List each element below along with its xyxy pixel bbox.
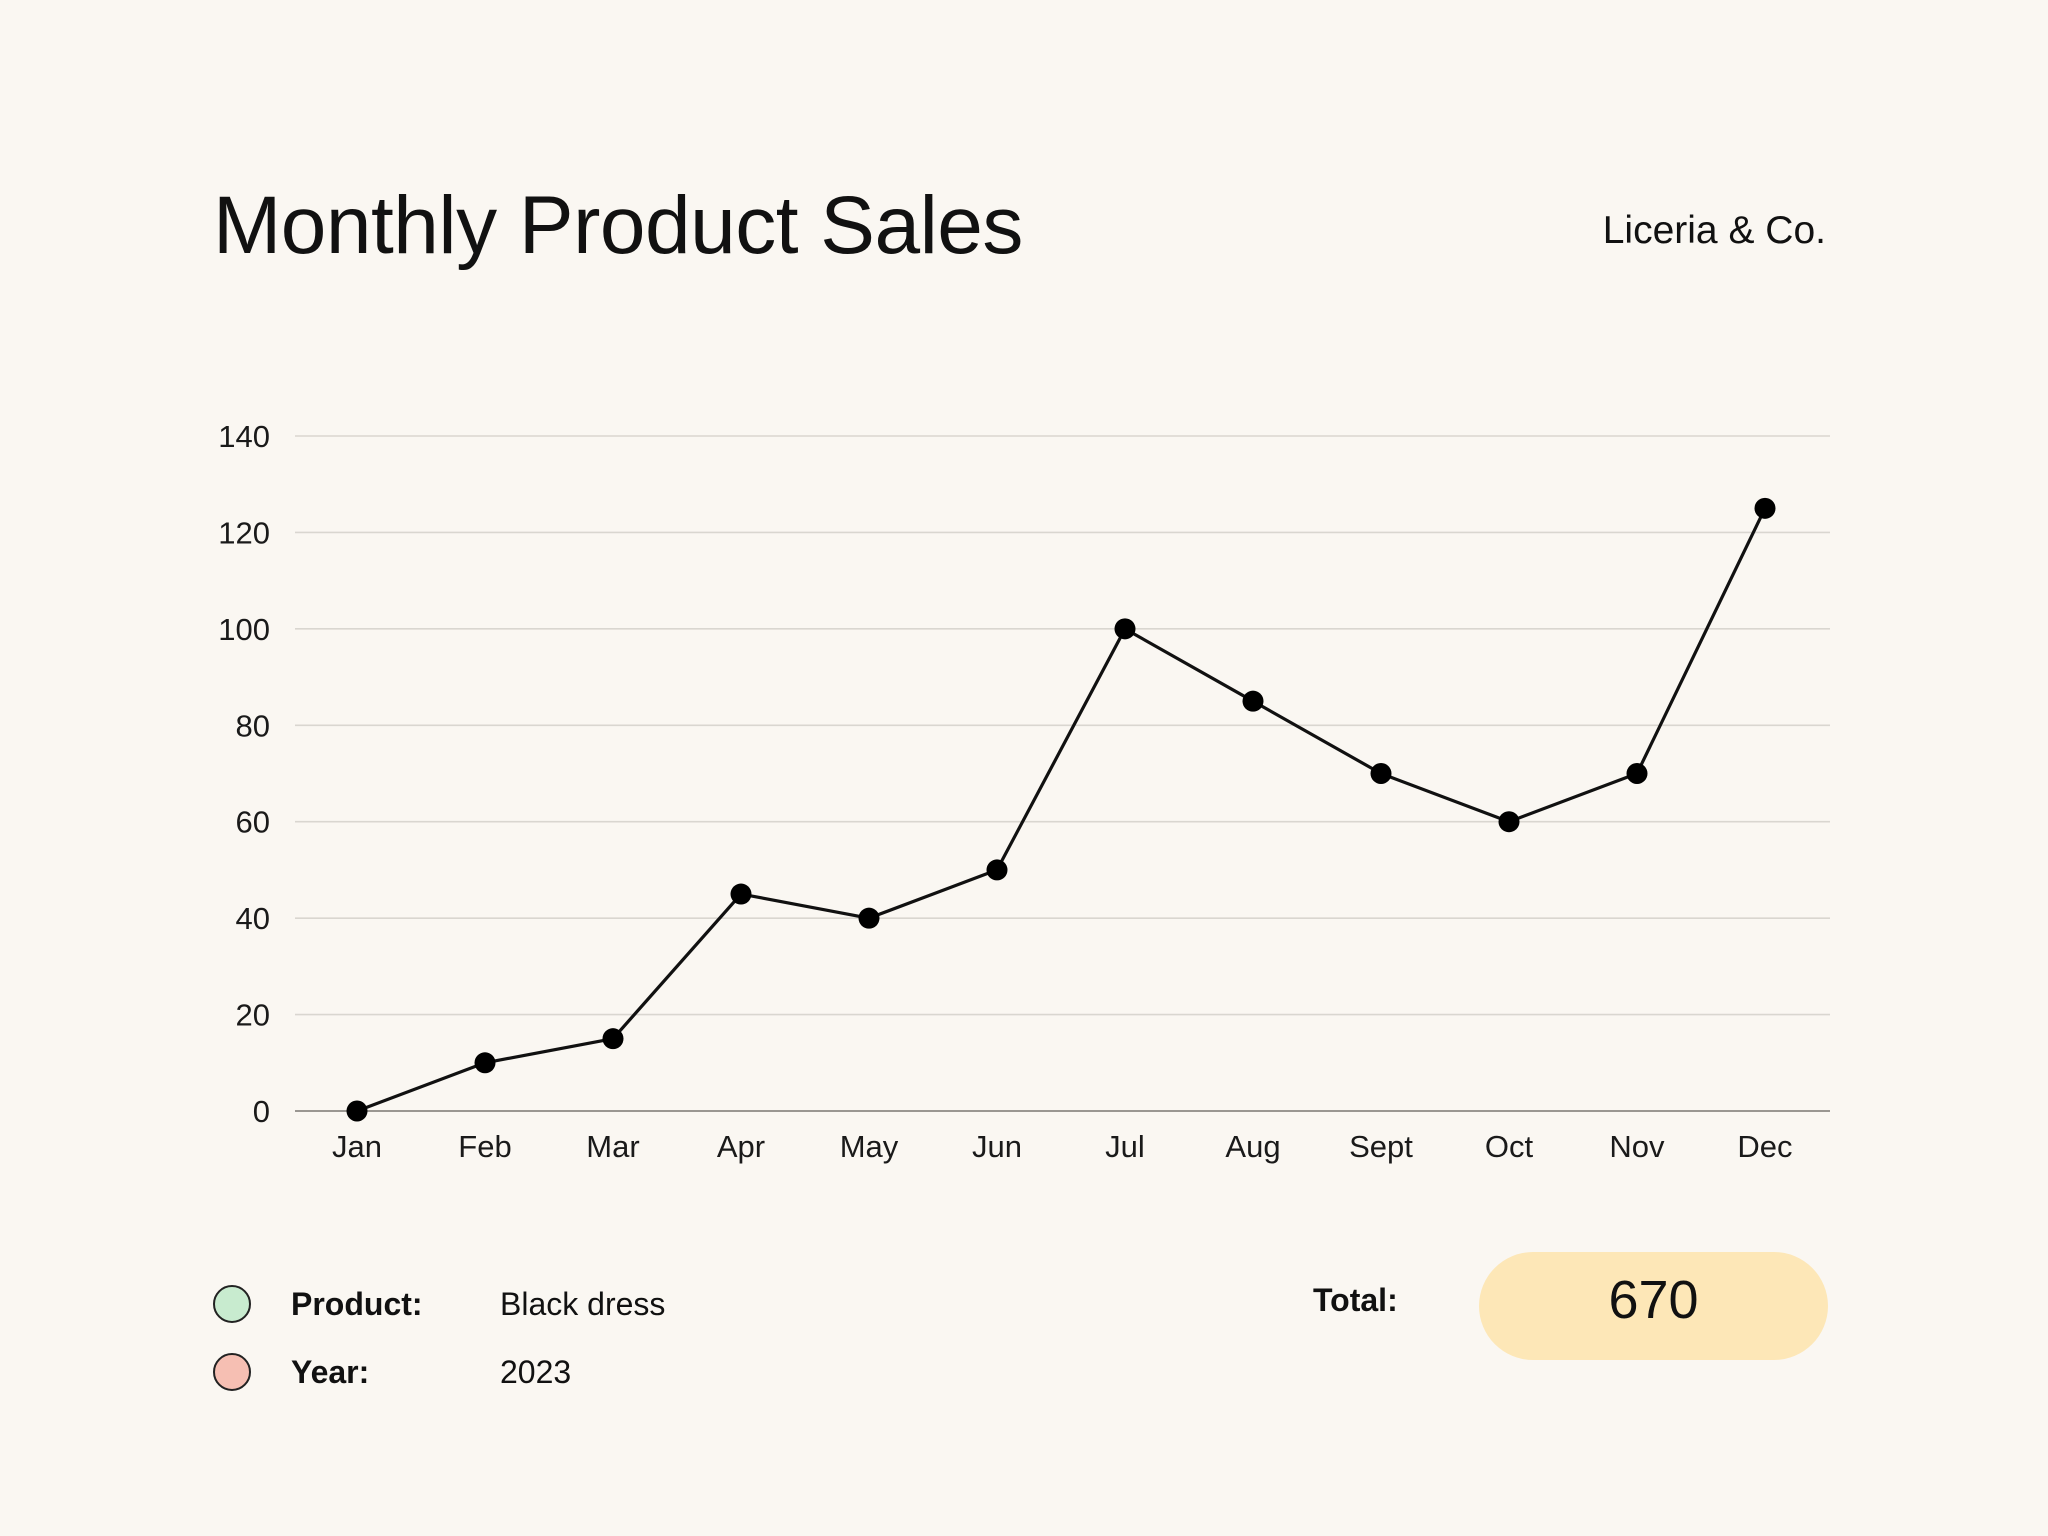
total-label: Total: bbox=[1313, 1282, 1398, 1318]
x-tick-label: Jun bbox=[972, 1129, 1022, 1164]
data-point-apr bbox=[730, 883, 752, 905]
legend-item-year: Year: 2023 bbox=[213, 1350, 571, 1394]
x-tick-label: May bbox=[840, 1129, 899, 1164]
data-point-jan bbox=[346, 1100, 368, 1122]
y-tick-label: 60 bbox=[236, 805, 270, 840]
data-point-mar bbox=[602, 1028, 624, 1050]
year-label: Year: bbox=[291, 1353, 370, 1390]
data-point-nov bbox=[1626, 763, 1648, 784]
x-tick-label: Aug bbox=[1225, 1129, 1280, 1164]
x-tick-label: Feb bbox=[458, 1129, 511, 1164]
product-label: Product: bbox=[291, 1285, 423, 1322]
total-badge: 670 bbox=[1479, 1252, 1828, 1360]
y-tick-label: 100 bbox=[218, 612, 270, 647]
y-tick-label: 80 bbox=[236, 708, 270, 743]
x-tick-label: Dec bbox=[1737, 1129, 1792, 1164]
legend-item-product: Product: Black dress bbox=[213, 1282, 665, 1326]
y-tick-label: 40 bbox=[236, 901, 270, 936]
data-point-dec bbox=[1754, 497, 1776, 519]
grid-lines bbox=[295, 435, 1830, 1112]
sales-line bbox=[355, 506, 1767, 1113]
y-tick-label: 140 bbox=[218, 419, 270, 454]
x-tick-label: Mar bbox=[586, 1129, 639, 1164]
data-point-jun bbox=[986, 859, 1008, 881]
y-tick-label: 0 bbox=[253, 1094, 270, 1129]
product-value: Black dress bbox=[500, 1285, 666, 1322]
data-point-aug bbox=[1242, 690, 1264, 712]
x-tick-label: Oct bbox=[1485, 1129, 1534, 1164]
y-tick-label: 120 bbox=[218, 515, 270, 550]
x-tick-label: Jul bbox=[1105, 1129, 1145, 1164]
series-points bbox=[346, 497, 1776, 1122]
y-axis-ticks: 0 20 40 60 80 100 120 140 bbox=[218, 419, 270, 1129]
x-axis-ticks: Jan Feb Mar Apr May Jun Jul Aug Sept Oct Nov Dec bbox=[332, 1129, 1793, 1164]
year-value: 2023 bbox=[500, 1353, 572, 1390]
x-tick-label: Nov bbox=[1609, 1129, 1665, 1164]
product-color-dot bbox=[213, 1285, 251, 1323]
data-point-sept bbox=[1370, 763, 1392, 784]
chart-title: Monthly Product Sales bbox=[213, 180, 1023, 271]
series-line bbox=[355, 506, 1767, 1113]
x-tick-label: Sept bbox=[1349, 1129, 1413, 1164]
x-tick-label: Apr bbox=[717, 1129, 765, 1164]
year-color-dot bbox=[213, 1353, 251, 1391]
x-tick-label: Jan bbox=[332, 1129, 382, 1164]
data-point-jul bbox=[1114, 618, 1136, 640]
brand-name: Liceria & Co. bbox=[1602, 209, 1826, 252]
data-point-feb bbox=[474, 1052, 496, 1074]
data-point-oct bbox=[1498, 811, 1520, 833]
data-point-may bbox=[858, 907, 880, 929]
y-tick-label: 20 bbox=[236, 998, 270, 1033]
total-value: 670 bbox=[1608, 1270, 1699, 1330]
